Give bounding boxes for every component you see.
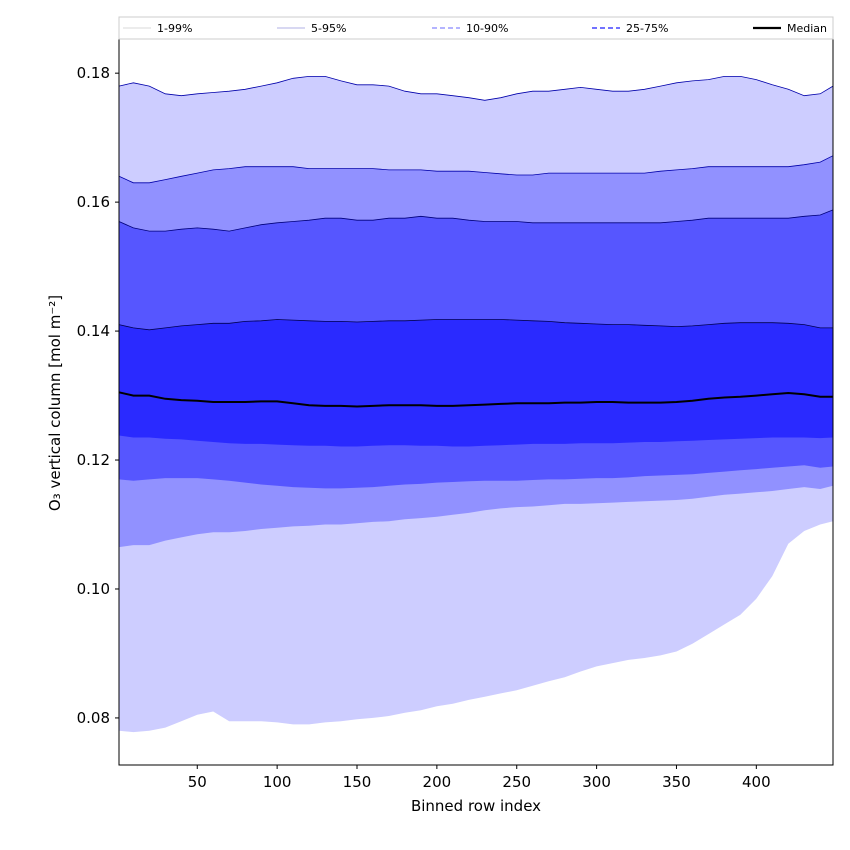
x-tick-label: 150 — [343, 773, 372, 791]
y-tick-label: 0.12 — [77, 451, 110, 469]
y-tick-label: 0.16 — [77, 193, 110, 211]
x-axis: 50 100 150 200 250 300 350 400 — [188, 765, 771, 791]
y-tick-label: 0.10 — [77, 580, 110, 598]
x-axis-label: Binned row index — [411, 797, 541, 815]
legend-box — [118, 16, 834, 40]
x-tick-label: 400 — [742, 773, 771, 791]
x-tick-label: 200 — [423, 773, 452, 791]
legend-label: Median — [787, 22, 827, 35]
median-layer — [118, 391, 833, 408]
band-upper-edge-1-99% — [118, 76, 834, 101]
legend-label: 5-95% — [311, 22, 346, 35]
x-tick-label: 50 — [188, 773, 207, 791]
band-25-75% — [119, 319, 833, 447]
y-tick-label: 0.08 — [77, 709, 110, 727]
legend-label: 1-99% — [157, 22, 192, 35]
x-tick-label: 350 — [662, 773, 691, 791]
y-axis-label: O₃ vertical column [mol m⁻²] — [46, 295, 64, 511]
y-axis: 0.08 0.10 0.12 0.14 0.16 0.18 — [77, 64, 119, 727]
series-line-Median — [118, 391, 833, 408]
legend-label: 25-75% — [626, 22, 668, 35]
x-tick-label: 300 — [582, 773, 611, 791]
x-tick-label: 250 — [502, 773, 531, 791]
band-edge-layer — [118, 76, 834, 331]
band-upper-edge-5-95% — [118, 155, 834, 184]
y-tick-label: 0.14 — [77, 322, 110, 340]
band-layer — [119, 76, 833, 733]
y-tick-label: 0.18 — [77, 64, 110, 82]
x-tick-label: 100 — [263, 773, 292, 791]
legend: 1-99% 5-95% 10-90% 25-75% Median — [118, 16, 834, 40]
band-upper-edge-25-75% — [118, 319, 833, 331]
legend-label: 10-90% — [466, 22, 508, 35]
band-upper-edge-10-90% — [118, 209, 834, 232]
